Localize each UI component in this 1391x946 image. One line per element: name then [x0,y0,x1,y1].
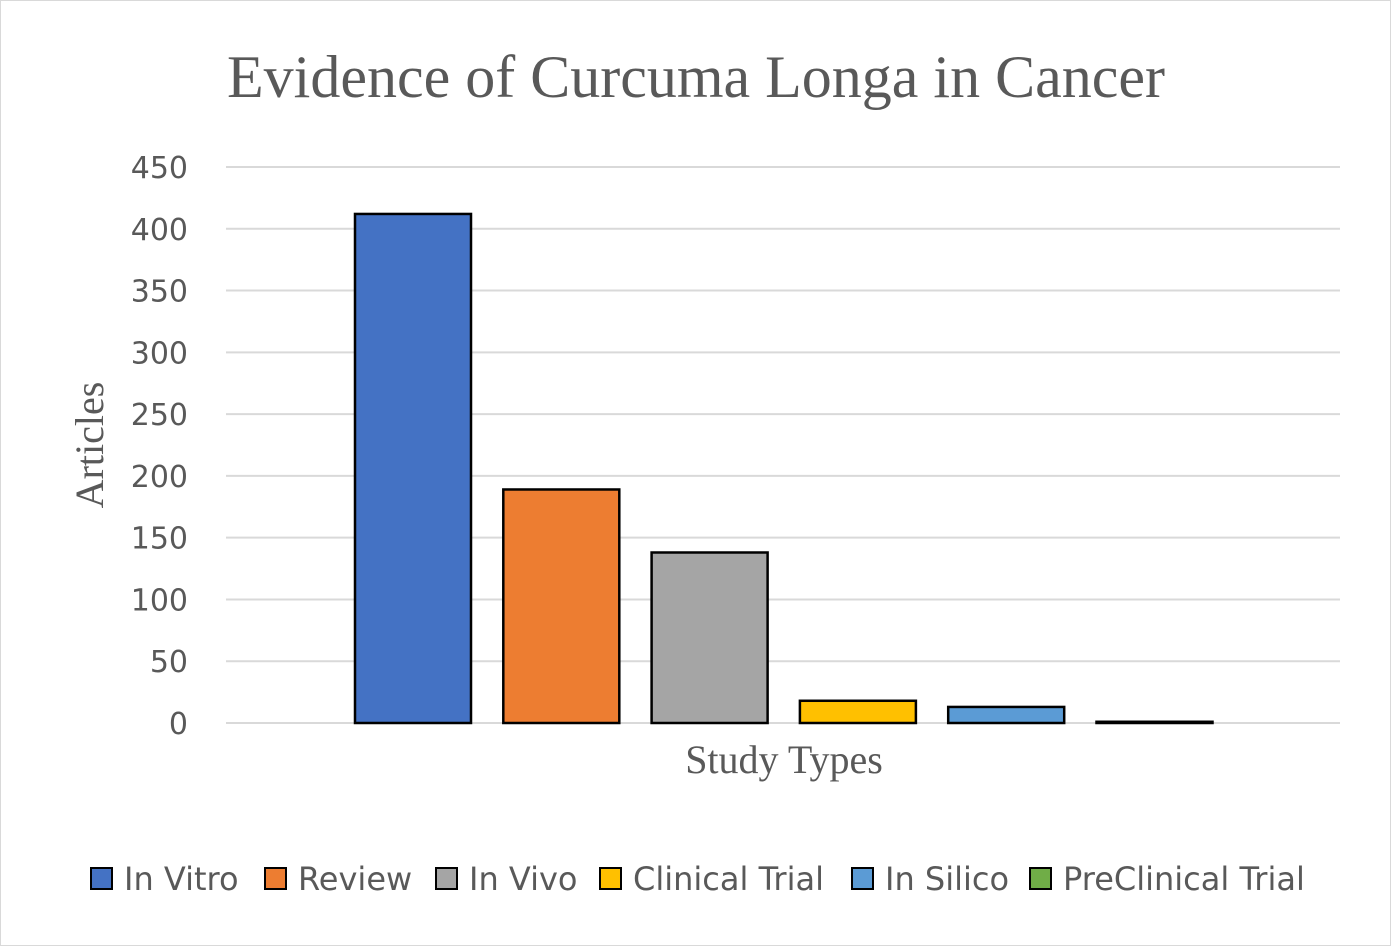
y-tick-label: 50 [150,645,188,680]
legend-swatch [851,867,874,890]
y-tick-label: 450 [131,151,188,186]
bar-clinical-trial [798,699,918,725]
legend-label: In Vivo [469,860,577,898]
legend-item: In Silico [851,860,1009,898]
y-tick-label: 300 [131,336,188,371]
y-tick-label: 150 [131,522,188,557]
legend-label: Clinical Trial [633,860,824,898]
y-tick-label: 350 [131,275,188,310]
legend-label: Review [298,860,412,898]
y-axis-label: Articles [67,382,112,509]
bar-in-vitro [353,212,473,725]
legend-item: PreClinical Trial [1029,860,1305,898]
bar-preclinical-trial [1095,720,1214,725]
y-tick-label: 400 [131,213,188,248]
legend-item: In Vivo [435,860,577,898]
legend-swatch [599,867,622,890]
legend-swatch [264,867,287,890]
legend-item: Review [264,860,412,898]
bar-in-vivo [650,551,769,725]
y-tick-label: 100 [131,583,188,618]
legend-swatch [1029,867,1052,890]
bar-review [502,488,621,725]
y-tick-label: 0 [169,707,188,742]
legend-label: PreClinical Trial [1063,860,1305,898]
legend-item: In Vitro [90,860,239,898]
x-axis-label: Study Types [685,737,883,782]
legend-swatch [90,867,113,890]
legend-label: In Vitro [124,860,239,898]
legend-swatch [435,867,458,890]
legend-label: In Silico [885,860,1009,898]
y-tick-label: 200 [131,460,188,495]
chart-title: Evidence of Curcuma Longa in Cancer [227,44,1165,110]
bar-in-silico [946,705,1066,725]
y-tick-label: 250 [131,398,188,433]
legend-item: Clinical Trial [599,860,824,898]
